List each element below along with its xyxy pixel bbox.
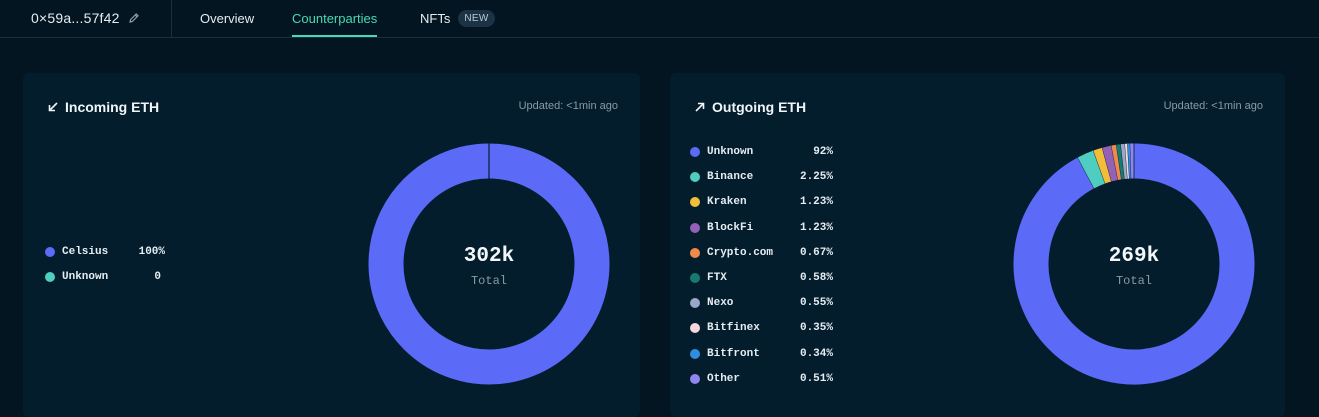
legend-item-label: Celsius xyxy=(62,246,109,258)
wallet-address-text: 0×59a...57f42 xyxy=(31,10,120,26)
legend-item-blockfi[interactable]: BlockFi 1.23% xyxy=(690,220,833,236)
top-navigation: 0×59a...57f42 Overview Counterparties NF… xyxy=(0,0,1319,38)
tab-overview[interactable]: Overview xyxy=(200,11,254,26)
legend-item-value: 0.34% xyxy=(799,347,833,360)
legend-item-value: 0.55% xyxy=(799,297,833,310)
legend-item-label: BlockFi xyxy=(707,221,754,234)
legend-dot xyxy=(690,348,700,359)
legend-item-kraken[interactable]: Kraken 1.23% xyxy=(690,194,833,210)
donut-segment-crypto-com[interactable] xyxy=(1111,144,1122,181)
legend-dot xyxy=(45,247,55,257)
tab-counterparties[interactable]: Counterparties xyxy=(292,11,378,37)
donut-segment-kraken[interactable] xyxy=(1093,147,1112,184)
legend-item-value: 92% xyxy=(813,146,833,158)
wallet-address[interactable]: 0×59a...57f42 xyxy=(31,9,140,27)
legend-item-label: Unknown xyxy=(707,146,754,158)
legend-item-label: FTX xyxy=(707,272,727,284)
incoming-eth-title: Incoming ETH xyxy=(47,99,159,115)
legend-item-crypto-com[interactable]: Crypto.com 0.67% xyxy=(690,245,833,261)
outgoing-eth-title: Outgoing ETH xyxy=(694,99,806,115)
active-tab-indicator xyxy=(292,35,378,37)
donut-segment-binance[interactable] xyxy=(1077,150,1106,189)
tab-nfts[interactable]: NFTs NEW xyxy=(420,10,495,27)
legend-dot xyxy=(690,222,700,233)
legend-item-label: Kraken xyxy=(707,196,747,209)
legend-item-binance[interactable]: Binance 2.25% xyxy=(690,169,833,185)
incoming-updated-time: Updated: <1min ago xyxy=(518,100,618,112)
legend-item-unknown[interactable]: Unknown 92% xyxy=(690,144,833,160)
tab-counterparties-label: Counterparties xyxy=(292,11,378,26)
legend-dot xyxy=(690,323,700,334)
arrow-down-left-icon xyxy=(47,101,59,113)
legend-item-label: Crypto.com xyxy=(707,246,774,259)
nav-divider xyxy=(171,0,172,38)
legend-dot xyxy=(690,373,700,384)
legend-item-value: 0.35% xyxy=(799,322,833,335)
donut-segment-unknown[interactable] xyxy=(1013,143,1255,385)
legend-item-other[interactable]: Other 0.51% xyxy=(690,371,833,387)
legend-dot xyxy=(690,273,700,283)
legend-dot xyxy=(690,147,700,157)
incoming-total: 302k Total xyxy=(389,245,589,288)
incoming-total-label: Total xyxy=(470,274,507,288)
legend-item-value: 1.23% xyxy=(799,221,833,234)
incoming-eth-card: Incoming ETH Updated: <1min ago Celsius … xyxy=(23,73,640,417)
legend-item-unknown[interactable]: Unknown 0 xyxy=(45,269,161,285)
tab-nfts-label: NFTs xyxy=(420,11,451,26)
tab-overview-label: Overview xyxy=(200,11,255,26)
legend-item-celsius[interactable]: Celsius 100% xyxy=(45,244,165,260)
legend-item-label: Unknown xyxy=(62,271,109,283)
legend-item-value: 0.67% xyxy=(799,246,833,259)
legend-item-label: Bitfront xyxy=(707,347,760,360)
legend-item-label: Other xyxy=(707,372,741,385)
incoming-total-value: 302k xyxy=(463,245,515,268)
outgoing-eth-title-text: Outgoing ETH xyxy=(712,99,807,115)
outgoing-total-value: 269k xyxy=(1108,245,1160,268)
legend-item-bitfront[interactable]: Bitfront 0.34% xyxy=(690,346,833,362)
legend-dot xyxy=(690,172,700,183)
legend-item-value: 0.58% xyxy=(799,272,833,284)
legend-item-bitfinex[interactable]: Bitfinex 0.35% xyxy=(690,320,833,336)
legend-item-label: Binance xyxy=(707,171,754,184)
legend-item-ftx[interactable]: FTX 0.58% xyxy=(690,270,833,286)
donut-segment-divider xyxy=(1077,157,1095,189)
legend-item-nexo[interactable]: Nexo 0.55% xyxy=(690,295,833,311)
legend-item-value: 1.23% xyxy=(799,196,833,209)
legend-dot xyxy=(690,298,700,309)
legend-item-value: 100% xyxy=(138,246,165,258)
arrow-up-right-icon xyxy=(694,101,706,113)
outgoing-eth-card: Outgoing ETH Updated: <1min ago Unknown 9… xyxy=(670,73,1285,417)
incoming-eth-title-text: Incoming ETH xyxy=(65,99,160,115)
legend-item-value: 0 xyxy=(154,271,161,283)
legend-item-label: Nexo xyxy=(707,297,734,310)
outgoing-updated-time: Updated: <1min ago xyxy=(1163,100,1263,112)
legend-item-label: Bitfinex xyxy=(707,322,760,335)
legend-dot xyxy=(690,197,700,208)
outgoing-total-label: Total xyxy=(1115,274,1152,288)
donut-segment-blockfi[interactable] xyxy=(1102,145,1119,182)
legend-dot xyxy=(690,247,700,258)
legend-item-value: 2.25% xyxy=(799,171,833,184)
pencil-icon[interactable] xyxy=(128,12,140,24)
outgoing-donut-chart xyxy=(1013,143,1255,385)
legend-dot xyxy=(45,272,55,282)
legend-item-value: 0.51% xyxy=(799,372,833,385)
new-badge: NEW xyxy=(458,10,495,27)
incoming-donut-chart xyxy=(368,143,610,385)
outgoing-total: 269k Total xyxy=(1034,245,1234,288)
